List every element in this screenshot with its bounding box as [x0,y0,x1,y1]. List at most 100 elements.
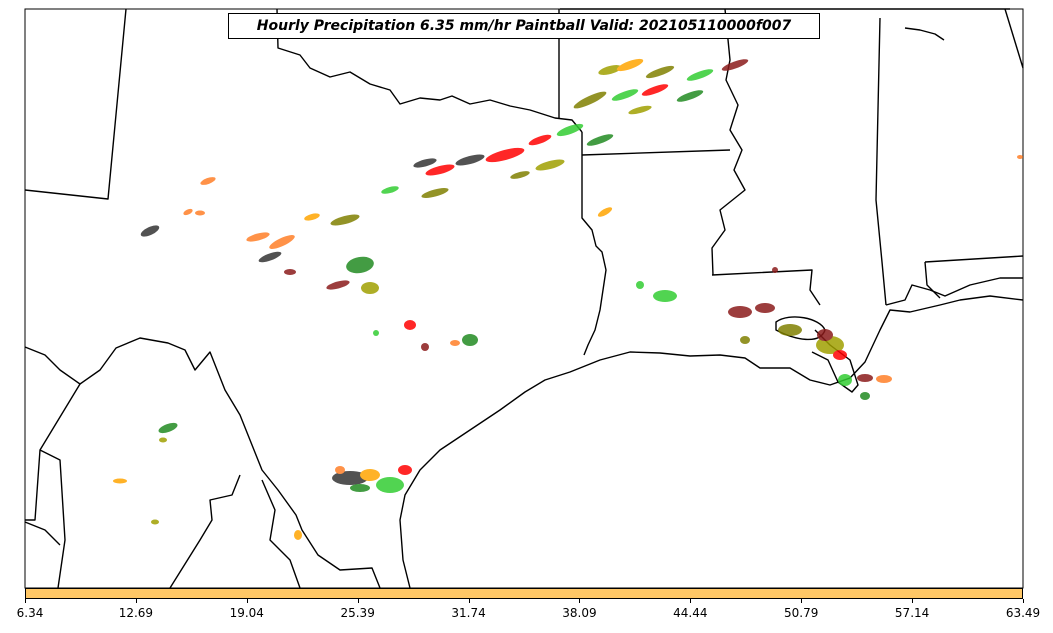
colorbar-tick-label: 44.44 [673,606,708,620]
colorbar-tick [690,599,692,603]
colorbar-tick [135,599,137,603]
precip-blob [376,477,404,493]
state-border-al-ga [1004,8,1024,69]
state-border-tx-la [581,132,607,356]
state-border-la-ms [711,269,821,306]
precipitation-paintballs [113,58,1023,540]
precip-blob [1017,155,1023,159]
precip-blob [755,303,775,313]
precip-blob [200,177,216,185]
colorbar-tick-label: 31.74 [451,606,486,620]
precip-blob [686,69,714,81]
state-border-red-river [276,8,583,133]
precip-blob [455,154,485,166]
precip-blob [332,471,368,485]
colorbar-tick-label: 57.14 [894,606,930,620]
precip-blob [151,519,159,525]
mexico-state-border-1 [25,383,81,521]
state-border-west [24,8,127,200]
precip-blob [645,65,675,79]
colorbar-tick-label: 25.39 [340,606,375,620]
precip-blob [361,282,379,294]
precip-blob [360,469,380,481]
state-border-ms-al [875,17,887,306]
coastline-florida [885,277,1023,306]
colorbar-tick [246,599,248,603]
precip-blob [413,158,437,168]
precip-blob [425,164,455,176]
precip-blob [636,281,644,289]
map-title: Hourly Precipitation 6.35 mm/hr Paintbal… [228,13,820,39]
precip-blob [140,225,160,237]
colorbar-tick [25,599,26,603]
precip-blob [876,375,892,383]
precip-blob [381,186,399,194]
colorbar-tick-label: 6.34 [16,606,44,620]
mexico-state-border-3 [24,521,61,546]
precip-blob [373,330,379,336]
state-border-al-fl-2 [924,261,941,299]
precip-blob [335,466,345,474]
country-border-rio-grande [24,337,381,589]
precip-blob [258,251,282,263]
precip-blob [597,207,613,217]
coastline-gulf [399,295,1024,589]
precip-blob [269,235,295,249]
colorbar-tick-label: 19.04 [229,606,264,620]
mexico-state-border-2 [39,449,66,589]
precip-blob [246,232,270,242]
precip-blob [159,437,167,443]
political-boundaries [24,8,1024,589]
precip-blob [728,306,752,318]
precip-blob [350,484,370,492]
precip-blob [838,374,852,386]
precip-blob [421,343,429,351]
mexico-state-border-5 [261,479,301,589]
precip-blob [653,290,677,302]
precip-blob [860,392,870,400]
precip-blob [598,65,622,75]
precip-blob [721,59,749,71]
precip-blob [641,84,669,96]
precip-blob [817,329,833,341]
map-frame [24,8,1024,589]
precip-blob [535,159,565,171]
precip-blob [195,210,205,216]
precip-blob [857,374,873,382]
state-border-al-fl [924,255,1024,263]
precip-blob [346,256,374,274]
precip-blob [628,105,652,115]
precip-blob [485,147,525,163]
precip-blob [183,208,193,216]
colorbar-tick-label: 63.49 [1005,606,1041,620]
precip-blob [326,280,350,290]
colorbar-tick-label: 38.09 [562,606,597,620]
precip-blob [284,269,296,275]
state-border-mississippi-river [711,8,746,276]
colorbar [25,588,1023,599]
colorbar-tick-label: 12.69 [118,606,154,620]
precip-blob [833,350,847,360]
precip-blob [528,134,552,146]
precip-blob [611,89,639,101]
precip-blob [616,58,644,72]
precip-blob [676,90,704,102]
colorbar-tick [357,599,359,603]
colorbar-tick [468,599,470,603]
precip-blob [294,530,302,540]
mexico-state-border-4 [169,474,241,589]
colorbar-tick-label: 50.79 [784,606,819,620]
precip-blob [398,465,412,475]
state-border-ar-la [581,149,731,156]
precip-blob [772,267,778,273]
lake-georgia [904,27,945,41]
precip-blob [113,478,127,484]
precip-blob [556,123,584,137]
colorbar-tick [1023,599,1024,603]
colorbar-tick [579,599,581,603]
precip-blob [304,213,320,221]
precip-blob [421,188,449,198]
precip-blob [330,214,360,226]
precip-blob [158,422,178,434]
